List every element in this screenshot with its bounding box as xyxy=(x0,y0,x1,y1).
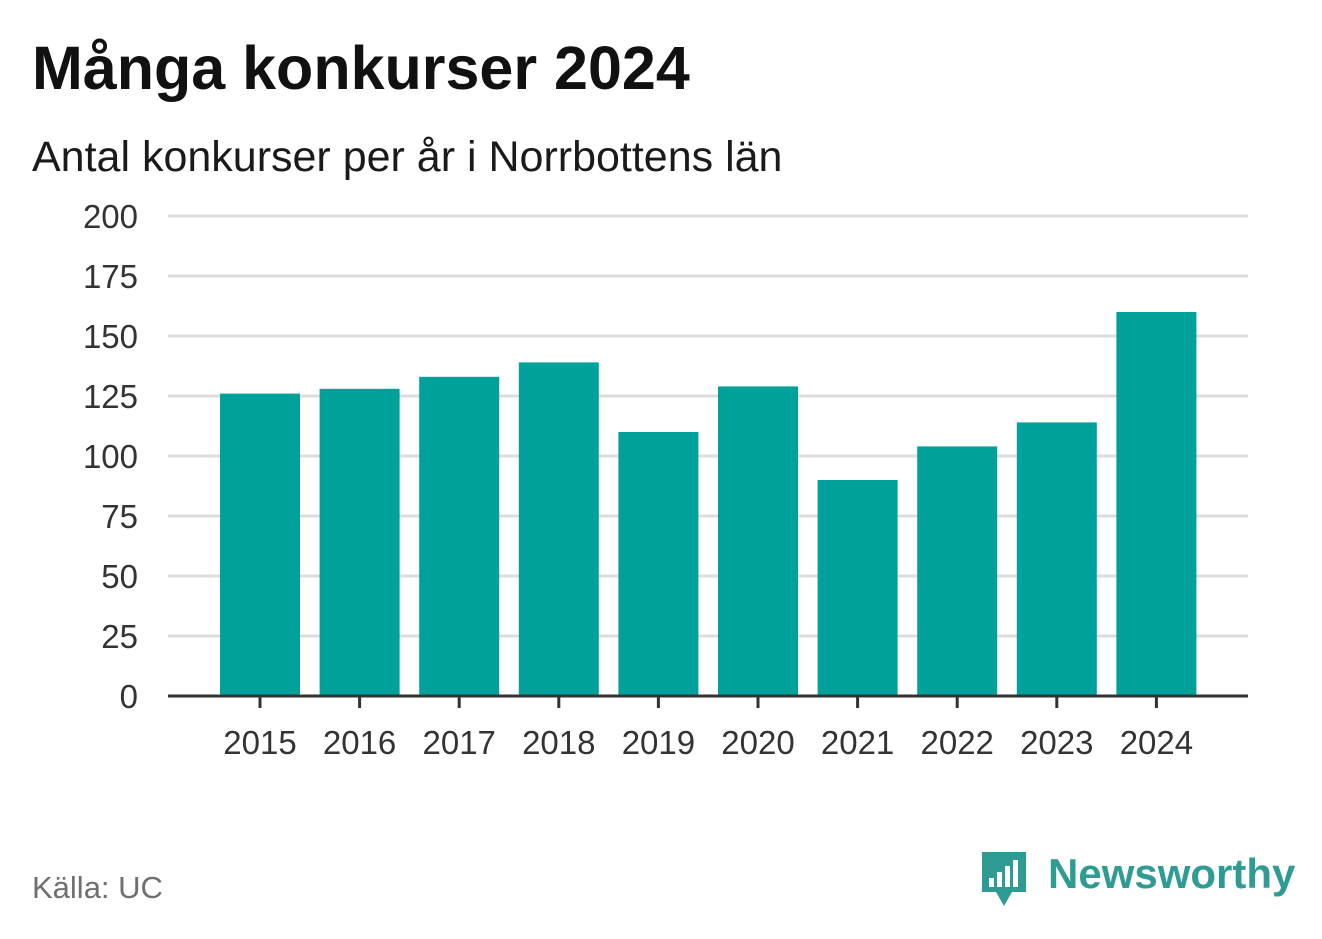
bar xyxy=(220,393,300,696)
brand: Newsworthy xyxy=(980,850,1295,910)
y-tick-label: 125 xyxy=(83,378,138,415)
bar xyxy=(917,446,998,696)
bar xyxy=(319,388,400,696)
x-axis-ticks: 2015 2016 2017 2018 2019 2020 2021 2022 2023 2024 xyxy=(223,724,1193,761)
y-tick-label: 75 xyxy=(101,498,138,535)
x-tick-label: 2021 xyxy=(821,724,894,761)
bar xyxy=(718,386,798,696)
x-axis xyxy=(168,694,1248,708)
x-tick-label: 2016 xyxy=(323,724,396,761)
source-note: Källa: UC xyxy=(32,870,163,905)
y-tick-label: 100 xyxy=(83,438,138,475)
bars xyxy=(220,312,1197,696)
chart-subtitle: Antal konkurser per år i Norrbottens län xyxy=(32,133,783,181)
chart-title: Många konkurser 2024 xyxy=(32,34,690,102)
y-axis-ticks: 0 25 50 75 100 125 150 175 200 xyxy=(83,198,138,715)
x-tick-label: 2015 xyxy=(223,724,296,761)
y-tick-label: 50 xyxy=(101,558,138,595)
x-tick-label: 2018 xyxy=(522,724,595,761)
bar xyxy=(1016,422,1097,696)
bar xyxy=(1116,312,1197,696)
x-tick-label: 2023 xyxy=(1020,724,1093,761)
y-tick-label: 150 xyxy=(83,318,138,355)
x-tick-label: 2019 xyxy=(622,724,695,761)
bar xyxy=(419,376,500,696)
x-tick-label: 2022 xyxy=(920,724,993,761)
y-tick-label: 0 xyxy=(120,678,138,715)
newsworthy-logo-icon xyxy=(982,852,1026,906)
y-tick-label: 200 xyxy=(83,198,138,235)
bar xyxy=(518,362,599,696)
y-tick-label: 175 xyxy=(83,258,138,295)
x-tick-label: 2017 xyxy=(422,724,495,761)
x-tick-label: 2020 xyxy=(721,724,794,761)
bar xyxy=(817,480,898,696)
y-tick-label: 25 xyxy=(101,618,138,655)
brand-name: Newsworthy xyxy=(1048,850,1296,897)
bar xyxy=(618,432,699,696)
x-tick-label: 2024 xyxy=(1120,724,1193,761)
